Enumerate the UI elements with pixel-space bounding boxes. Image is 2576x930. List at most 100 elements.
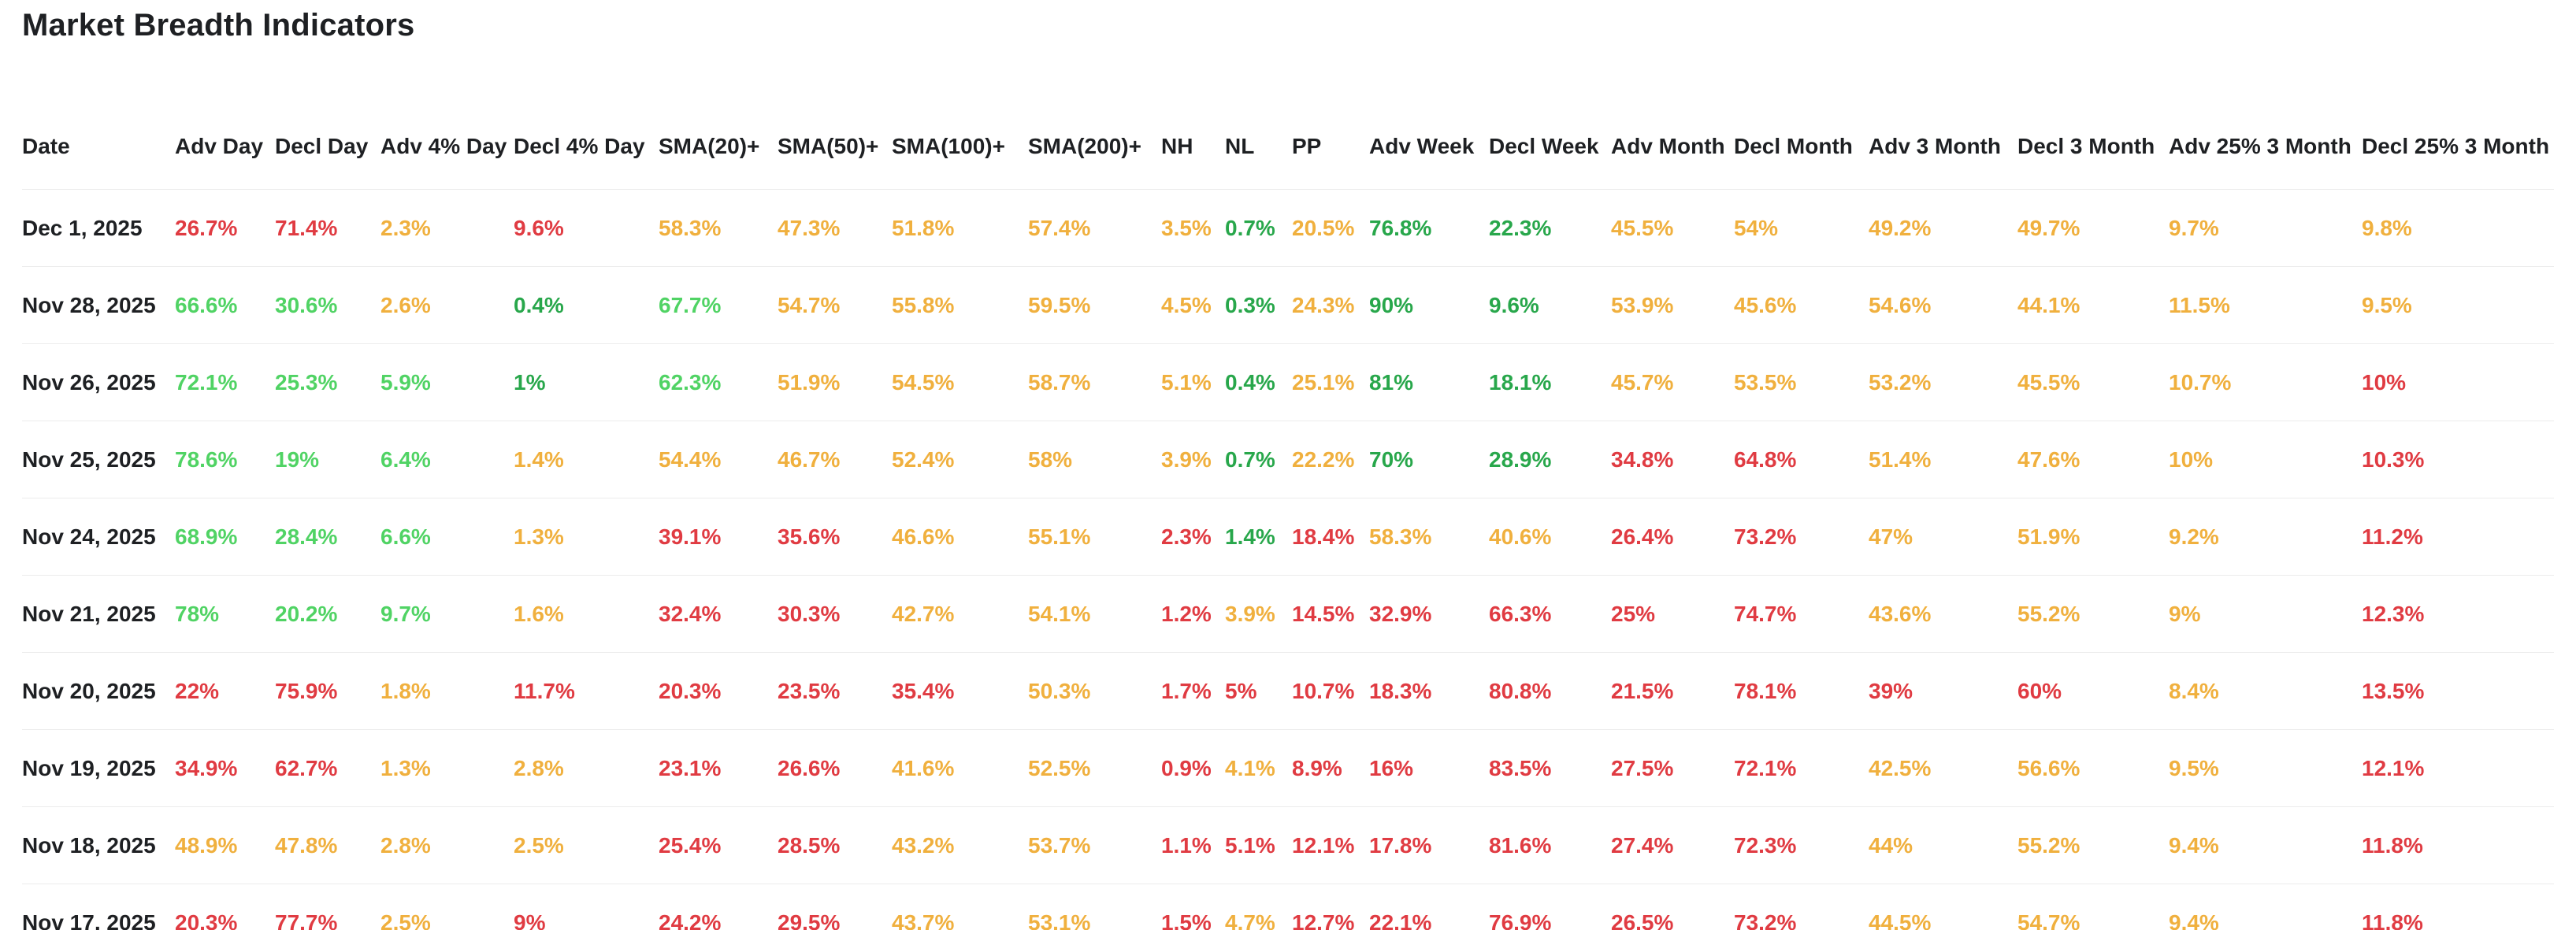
cell-adv-3-month: 51.4% bbox=[1869, 421, 2017, 498]
cell-decl-3-month: 47.6% bbox=[2017, 421, 2169, 498]
cell-sma-20: 54.4% bbox=[659, 421, 778, 498]
date-cell: Nov 24, 2025 bbox=[22, 498, 175, 576]
cell-nl: 5.1% bbox=[1225, 806, 1292, 884]
cell-decl-month: 74.7% bbox=[1734, 575, 1869, 653]
cell-nh: 1.1% bbox=[1161, 806, 1225, 884]
cell-decl-day: 30.6% bbox=[275, 266, 380, 344]
cell-adv-3-month: 42.5% bbox=[1869, 729, 2017, 807]
cell-adv-3-month: 47% bbox=[1869, 498, 2017, 576]
cell-decl-3-month: 44.1% bbox=[2017, 266, 2169, 344]
cell-decl-week: 18.1% bbox=[1489, 343, 1611, 421]
cell-decl-week: 22.3% bbox=[1489, 189, 1611, 267]
column-header-adv-25-3-month: Adv 25% 3 Month bbox=[2169, 134, 2351, 158]
cell-decl-month: 72.3% bbox=[1734, 806, 1869, 884]
cell-sma-200: 58% bbox=[1028, 421, 1161, 498]
cell-adv-month: 45.7% bbox=[1611, 343, 1734, 421]
cell-pp: 18.4% bbox=[1292, 498, 1369, 576]
cell-decl-month: 64.8% bbox=[1734, 421, 1869, 498]
cell-adv-3-month: 39% bbox=[1869, 652, 2017, 730]
cell-pp: 24.3% bbox=[1292, 266, 1369, 344]
cell-sma-50: 23.5% bbox=[778, 652, 892, 730]
cell-adv-day: 66.6% bbox=[175, 266, 275, 344]
cell-sma-20: 23.1% bbox=[659, 729, 778, 807]
cell-sma-100: 43.2% bbox=[892, 806, 1028, 884]
column-header-sma-200: SMA(200)+ bbox=[1028, 134, 1141, 158]
cell-sma-50: 28.5% bbox=[778, 806, 892, 884]
cell-nh: 3.5% bbox=[1161, 189, 1225, 267]
column-header-decl-day: Decl Day bbox=[275, 134, 369, 158]
cell-adv-week: 58.3% bbox=[1369, 498, 1489, 576]
cell-decl-3-month: 55.2% bbox=[2017, 575, 2169, 653]
cell-nl: 3.9% bbox=[1225, 575, 1292, 653]
cell-adv-3-month: 44.5% bbox=[1869, 884, 2017, 930]
cell-adv-week: 81% bbox=[1369, 343, 1489, 421]
cell-nl: 0.4% bbox=[1225, 343, 1292, 421]
cell-sma-200: 54.1% bbox=[1028, 575, 1161, 653]
cell-decl-day: 75.9% bbox=[275, 652, 380, 730]
cell-sma-50: 30.3% bbox=[778, 575, 892, 653]
cell-adv-day: 78.6% bbox=[175, 421, 275, 498]
cell-decl-25-3-month: 11.2% bbox=[2362, 498, 2554, 576]
table-row: Nov 26, 2025 72.1% 25.3% 5.9% 1% 62.3% 51.9% 54… bbox=[22, 343, 2554, 421]
column-header-adv-month: Adv Month bbox=[1611, 134, 1725, 158]
cell-nh: 1.5% bbox=[1161, 884, 1225, 930]
cell-sma-200: 53.1% bbox=[1028, 884, 1161, 930]
cell-decl-25-3-month: 10% bbox=[2362, 343, 2554, 421]
cell-decl-3-month: 49.7% bbox=[2017, 189, 2169, 267]
cell-decl-week: 40.6% bbox=[1489, 498, 1611, 576]
page-title: Market Breadth Indicators bbox=[22, 8, 415, 43]
cell-pp: 22.2% bbox=[1292, 421, 1369, 498]
cell-adv-25-3-month: 11.5% bbox=[2169, 266, 2362, 344]
cell-decl-4-day: 1.4% bbox=[514, 421, 659, 498]
cell-decl-week: 80.8% bbox=[1489, 652, 1611, 730]
cell-decl-3-month: 45.5% bbox=[2017, 343, 2169, 421]
cell-adv-week: 18.3% bbox=[1369, 652, 1489, 730]
cell-pp: 12.7% bbox=[1292, 884, 1369, 930]
cell-decl-25-3-month: 11.8% bbox=[2362, 806, 2554, 884]
column-header-adv-3-month: Adv 3 Month bbox=[1869, 134, 2001, 158]
cell-sma-50: 26.6% bbox=[778, 729, 892, 807]
date-cell: Nov 17, 2025 bbox=[22, 884, 175, 930]
cell-sma-200: 55.1% bbox=[1028, 498, 1161, 576]
cell-decl-month: 54% bbox=[1734, 189, 1869, 267]
cell-adv-day: 72.1% bbox=[175, 343, 275, 421]
cell-decl-week: 9.6% bbox=[1489, 266, 1611, 344]
cell-sma-100: 51.8% bbox=[892, 189, 1028, 267]
cell-adv-4-day: 2.6% bbox=[380, 266, 514, 344]
cell-nl: 4.1% bbox=[1225, 729, 1292, 807]
cell-decl-25-3-month: 9.5% bbox=[2362, 266, 2554, 344]
cell-sma-20: 20.3% bbox=[659, 652, 778, 730]
column-header-decl-3-month: Decl 3 Month bbox=[2017, 134, 2155, 158]
column-header-decl-4-day: Decl 4% Day bbox=[514, 134, 645, 158]
cell-sma-100: 41.6% bbox=[892, 729, 1028, 807]
cell-sma-100: 43.7% bbox=[892, 884, 1028, 930]
cell-adv-4-day: 2.8% bbox=[380, 806, 514, 884]
column-header-nh: NH bbox=[1161, 134, 1193, 158]
cell-adv-day: 48.9% bbox=[175, 806, 275, 884]
column-header-pp: PP bbox=[1292, 134, 1322, 158]
cell-decl-25-3-month: 11.8% bbox=[2362, 884, 2554, 930]
cell-nh: 4.5% bbox=[1161, 266, 1225, 344]
cell-adv-3-month: 54.6% bbox=[1869, 266, 2017, 344]
cell-sma-200: 59.5% bbox=[1028, 266, 1161, 344]
table-row: Nov 28, 2025 66.6% 30.6% 2.6% 0.4% 67.7% 54.7%… bbox=[22, 266, 2554, 344]
cell-pp: 25.1% bbox=[1292, 343, 1369, 421]
cell-decl-month: 45.6% bbox=[1734, 266, 1869, 344]
cell-decl-4-day: 9.6% bbox=[514, 189, 659, 267]
date-cell: Dec 1, 2025 bbox=[22, 189, 175, 267]
date-cell: Nov 20, 2025 bbox=[22, 652, 175, 730]
cell-adv-4-day: 1.3% bbox=[380, 729, 514, 807]
cell-adv-4-day: 9.7% bbox=[380, 575, 514, 653]
cell-nl: 1.4% bbox=[1225, 498, 1292, 576]
cell-adv-day: 34.9% bbox=[175, 729, 275, 807]
cell-sma-20: 62.3% bbox=[659, 343, 778, 421]
cell-adv-month: 21.5% bbox=[1611, 652, 1734, 730]
cell-decl-3-month: 55.2% bbox=[2017, 806, 2169, 884]
cell-sma-50: 29.5% bbox=[778, 884, 892, 930]
table-row: Dec 1, 2025 26.7% 71.4% 2.3% 9.6% 58.3% 47.3% 5… bbox=[22, 189, 2554, 267]
cell-decl-day: 20.2% bbox=[275, 575, 380, 653]
cell-sma-200: 52.5% bbox=[1028, 729, 1161, 807]
cell-adv-25-3-month: 9% bbox=[2169, 575, 2362, 653]
cell-nh: 5.1% bbox=[1161, 343, 1225, 421]
cell-adv-25-3-month: 9.4% bbox=[2169, 884, 2362, 930]
